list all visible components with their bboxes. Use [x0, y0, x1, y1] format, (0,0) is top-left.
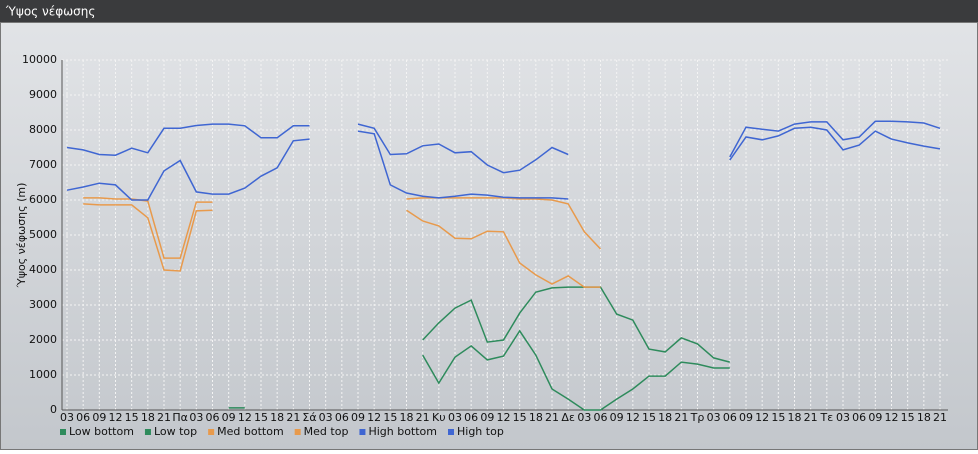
x-tick-label: 12: [626, 411, 640, 424]
x-tick-label: 09: [92, 411, 106, 424]
x-tick-label: 18: [270, 411, 284, 424]
legend-label: High top: [457, 425, 504, 438]
x-tick-label: 15: [383, 411, 397, 424]
x-tick-label: 15: [642, 411, 656, 424]
x-tick-label: 21: [674, 411, 688, 424]
series-line: [422, 329, 730, 411]
x-tick-label: 03: [60, 411, 74, 424]
x-tick-label: Σά: [302, 411, 316, 424]
x-tick-label: 09: [480, 411, 494, 424]
x-tick-label: 15: [513, 411, 527, 424]
legend-swatch: [448, 429, 454, 435]
x-tick-label: 09: [610, 411, 624, 424]
x-tick-label: 15: [125, 411, 139, 424]
x-tick-label: 03: [836, 411, 850, 424]
x-tick-label: 06: [335, 411, 349, 424]
series-line: [83, 203, 601, 288]
y-tick-label: 2000: [29, 333, 57, 346]
series-line: [66, 120, 941, 174]
x-tick-label: 21: [933, 411, 947, 424]
x-tick-label: 21: [286, 411, 300, 424]
legend-label: Low bottom: [69, 425, 134, 438]
x-tick-label: 09: [351, 411, 365, 424]
x-tick-label: 12: [755, 411, 769, 424]
x-tick-label: 03: [707, 411, 721, 424]
x-tick-label: 18: [141, 411, 155, 424]
series-line: [228, 286, 730, 409]
legend-swatch: [60, 429, 66, 435]
x-tick-label: 09: [222, 411, 236, 424]
y-tick-label: 4000: [29, 263, 57, 276]
x-tick-label: Δε: [561, 411, 575, 424]
title-bar: [0, 0, 978, 22]
y-tick-label: 10000: [22, 53, 57, 66]
y-tick-label: 8000: [29, 123, 57, 136]
legend-swatch: [359, 429, 366, 435]
x-tick-label: 06: [594, 411, 608, 424]
x-tick-label: 21: [416, 411, 430, 424]
y-tick-label: 3000: [29, 298, 57, 311]
x-tick-label: 09: [739, 411, 753, 424]
x-tick-label: Κυ: [432, 411, 446, 424]
x-tick-label: 12: [497, 411, 511, 424]
x-tick-label: 06: [723, 411, 737, 424]
x-tick-label: 09: [868, 411, 882, 424]
legend-label: Med bottom: [217, 425, 284, 438]
x-tick-label: 21: [157, 411, 171, 424]
x-tick-label: Πα: [172, 411, 188, 424]
x-tick-label: 06: [852, 411, 866, 424]
y-tick-label: 5000: [29, 228, 57, 241]
x-tick-label: 18: [658, 411, 672, 424]
legend-swatch: [208, 429, 215, 435]
y-tick-label: 6000: [29, 193, 57, 206]
x-tick-label: 03: [319, 411, 333, 424]
legend-swatch: [144, 429, 151, 435]
x-tick-label: 06: [76, 411, 90, 424]
x-tick-label: 12: [109, 411, 123, 424]
y-tick-label: 7000: [29, 158, 57, 171]
x-tick-label: 03: [189, 411, 203, 424]
x-tick-label: 18: [400, 411, 414, 424]
y-axis-label: Ύψος νέφωσης (m): [15, 183, 28, 289]
x-tick-label: 03: [448, 411, 462, 424]
x-tick-label: 03: [577, 411, 591, 424]
x-tick-label: 15: [771, 411, 785, 424]
legend-label: Med top: [304, 425, 349, 438]
x-tick-label: Τε: [819, 411, 833, 424]
x-tick-label: 06: [206, 411, 220, 424]
y-tick-label: 0: [50, 403, 57, 416]
chart-title: Ύψος νέφωσης: [5, 5, 95, 19]
x-tick-label: Τρ: [690, 411, 705, 424]
x-tick-label: 12: [238, 411, 252, 424]
x-tick-label: 12: [367, 411, 381, 424]
y-tick-label: 9000: [29, 88, 57, 101]
legend-label: High bottom: [368, 425, 437, 438]
y-tick-label: 1000: [29, 368, 57, 381]
x-tick-label: 18: [917, 411, 931, 424]
x-tick-label: 15: [254, 411, 268, 424]
x-tick-label: 18: [788, 411, 802, 424]
x-tick-label: 21: [545, 411, 559, 424]
legend-label: Low top: [154, 425, 197, 438]
x-tick-label: 15: [901, 411, 915, 424]
x-tick-label: 18: [529, 411, 543, 424]
x-tick-label: 12: [885, 411, 899, 424]
legend-swatch: [294, 429, 301, 435]
x-tick-label: 21: [804, 411, 818, 424]
x-tick-label: 06: [464, 411, 478, 424]
series-line: [66, 126, 941, 201]
